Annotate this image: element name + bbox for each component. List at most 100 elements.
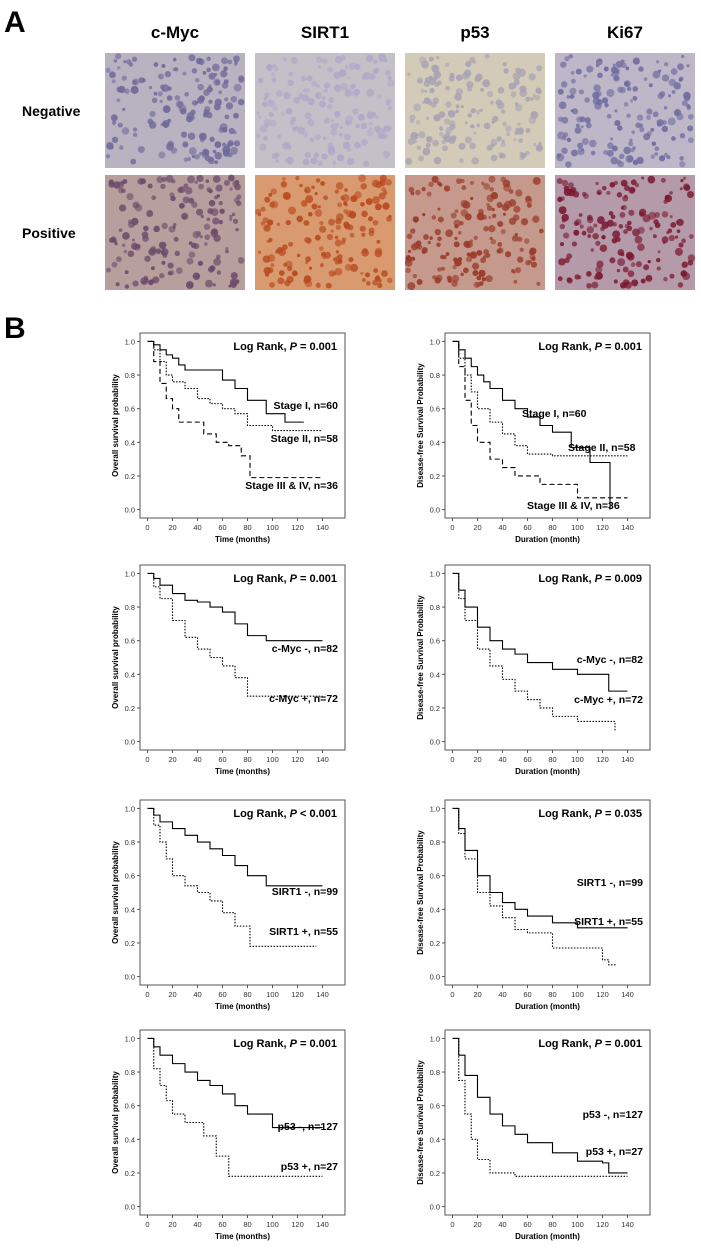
cell-nucleus — [500, 141, 506, 148]
cell-nucleus — [516, 128, 524, 136]
cell-nucleus — [118, 187, 124, 194]
cell-nucleus — [144, 255, 151, 262]
cell-nucleus — [536, 65, 543, 72]
cell-nucleus — [590, 150, 596, 156]
cell-nucleus — [235, 227, 239, 232]
cell-nucleus — [635, 122, 642, 129]
cell-nucleus — [124, 284, 130, 289]
cell-nucleus — [476, 275, 482, 281]
cell-nucleus — [609, 181, 616, 188]
x-axis-title: Time (months) — [215, 535, 270, 544]
cell-nucleus — [497, 87, 505, 94]
cell-nucleus — [515, 104, 523, 112]
cell-nucleus — [489, 187, 495, 192]
cell-nucleus — [415, 240, 422, 246]
cell-nucleus — [643, 264, 650, 271]
cell-nucleus — [454, 236, 458, 240]
y-tick-label: 0.0 — [430, 738, 440, 747]
cell-nucleus — [669, 191, 673, 195]
cell-nucleus — [213, 234, 221, 242]
cell-nucleus — [229, 217, 233, 222]
cell-nucleus — [453, 241, 460, 248]
cell-nucleus — [317, 160, 323, 166]
cell-nucleus — [687, 259, 694, 266]
row-label: Positive — [22, 225, 76, 241]
cell-nucleus — [611, 145, 618, 152]
cell-nucleus — [460, 199, 469, 208]
cell-nucleus — [305, 237, 312, 244]
x-axis-title: Duration (month) — [515, 1002, 580, 1011]
cell-nucleus — [661, 74, 670, 82]
cell-nucleus — [218, 90, 223, 95]
cell-nucleus — [646, 114, 652, 120]
cell-nucleus — [670, 68, 678, 75]
cell-nucleus — [454, 209, 459, 214]
cell-nucleus — [335, 224, 341, 230]
cell-nucleus — [357, 143, 362, 148]
y-tick-label: 0.0 — [430, 973, 440, 982]
annotation-part: Log Rank, — [233, 573, 289, 585]
cell-nucleus — [584, 117, 591, 124]
cell-nucleus — [276, 134, 282, 139]
cell-nucleus — [334, 235, 339, 240]
x-tick-label: 80 — [243, 755, 251, 764]
cell-nucleus — [526, 202, 532, 208]
cell-nucleus — [258, 115, 262, 119]
x-tick-label: 20 — [473, 755, 481, 764]
cell-nucleus — [270, 200, 279, 209]
cell-nucleus — [515, 189, 523, 197]
cell-nucleus — [686, 104, 691, 109]
cell-nucleus — [689, 234, 694, 239]
cell-nucleus — [146, 210, 154, 218]
cell-nucleus — [302, 131, 308, 138]
cell-nucleus — [445, 101, 452, 108]
cell-nucleus — [341, 240, 346, 245]
cell-nucleus — [319, 225, 327, 233]
cell-nucleus — [429, 236, 433, 240]
survival-curve — [147, 807, 323, 887]
y-tick-label: 0.4 — [125, 1135, 135, 1144]
cell-nucleus — [122, 232, 130, 240]
cell-nucleus — [323, 82, 331, 89]
cell-nucleus — [679, 132, 686, 139]
cell-nucleus — [225, 249, 229, 254]
cell-nucleus — [513, 279, 518, 284]
cell-nucleus — [292, 271, 297, 276]
cell-nucleus — [677, 63, 684, 71]
x-tick-label: 120 — [291, 755, 304, 764]
cell-nucleus — [105, 154, 111, 159]
cell-nucleus — [626, 155, 634, 163]
cell-nucleus — [343, 221, 350, 228]
cell-nucleus — [269, 119, 277, 127]
plot-frame — [139, 564, 346, 751]
cell-nucleus — [206, 187, 212, 193]
cell-nucleus — [385, 69, 391, 76]
cell-nucleus — [491, 213, 497, 219]
x-tick-label: 0 — [450, 523, 454, 532]
cell-nucleus — [449, 72, 455, 78]
cell-nucleus — [208, 199, 216, 207]
cell-nucleus — [623, 102, 629, 107]
cell-nucleus — [372, 196, 380, 204]
cell-nucleus — [321, 96, 326, 101]
cell-nucleus — [173, 236, 179, 242]
cell-nucleus — [161, 250, 166, 255]
y-tick-label: 1.0 — [125, 569, 135, 578]
cell-nucleus — [581, 230, 587, 236]
cell-nucleus — [164, 70, 172, 78]
cell-nucleus — [303, 275, 312, 283]
cell-nucleus — [188, 147, 197, 155]
cell-nucleus — [533, 143, 537, 147]
cell-nucleus — [427, 240, 431, 245]
cell-nucleus — [350, 263, 359, 272]
curve-label: c-Myc +, n=72 — [269, 693, 338, 705]
cell-nucleus — [148, 279, 154, 286]
cell-nucleus — [385, 100, 391, 106]
cell-nucleus — [266, 63, 272, 70]
cell-nucleus — [579, 224, 584, 229]
cell-nucleus — [506, 132, 510, 137]
cell-nucleus — [578, 89, 584, 95]
cell-nucleus — [580, 125, 584, 129]
cell-nucleus — [464, 136, 472, 144]
x-tick-label: 140 — [621, 1220, 634, 1229]
